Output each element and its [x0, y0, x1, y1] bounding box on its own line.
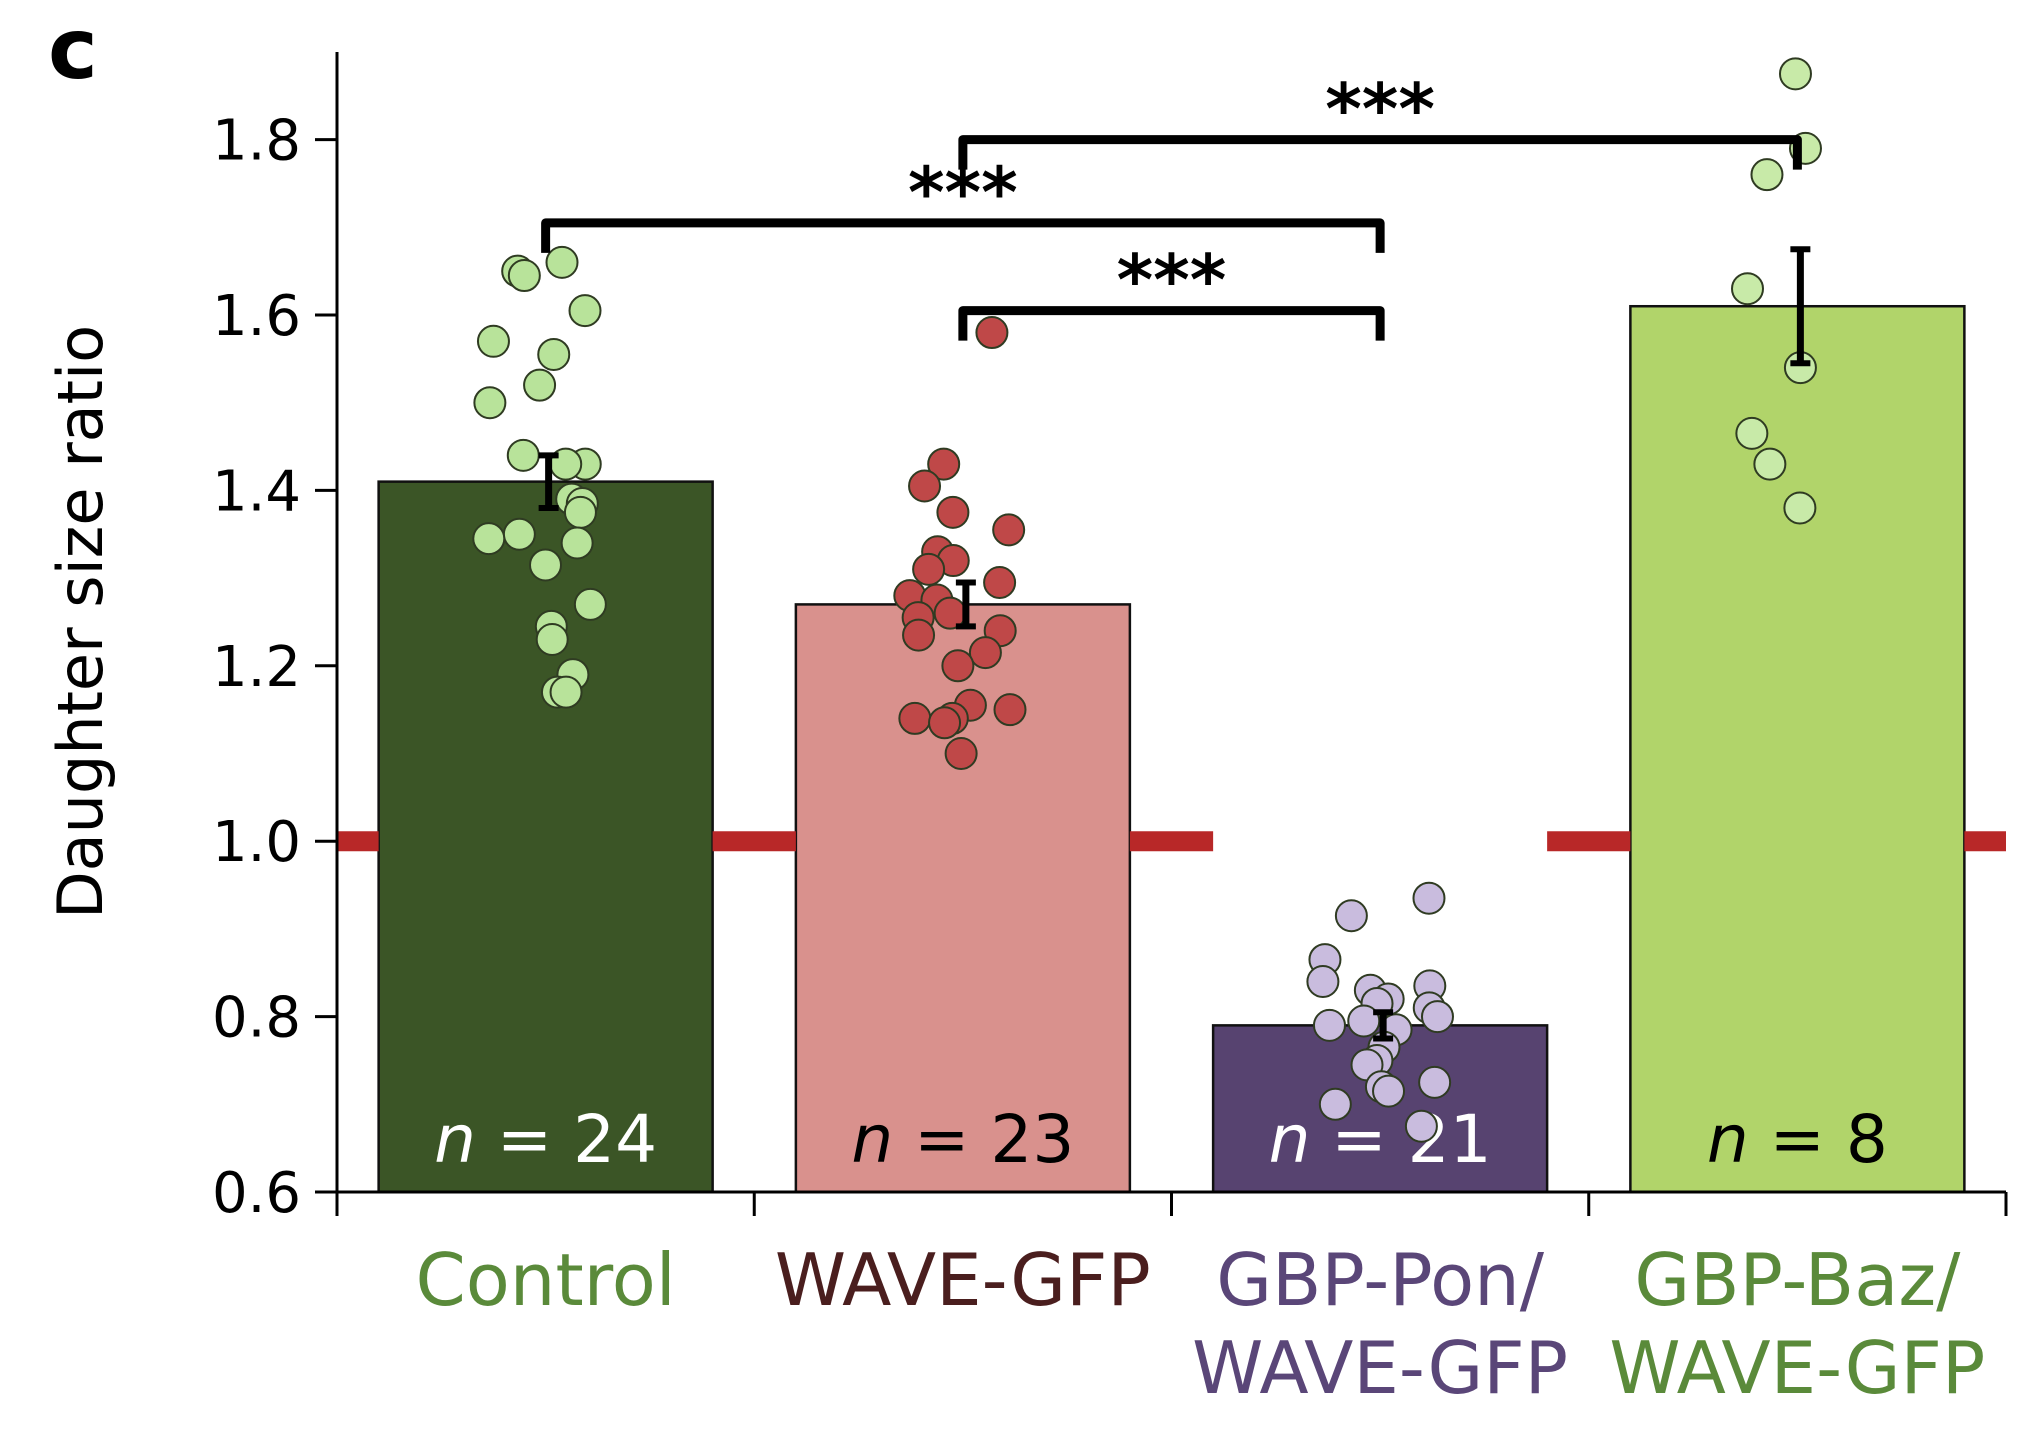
data-point — [502, 517, 536, 551]
data-point — [1420, 1000, 1454, 1034]
data-point — [573, 587, 607, 621]
y-tick-label: 1.0 — [212, 810, 301, 875]
y-tick-label: 1.4 — [212, 459, 301, 524]
data-point — [560, 526, 594, 560]
data-point — [975, 316, 1009, 350]
data-point — [507, 259, 541, 293]
data-point — [944, 737, 978, 770]
x-category-label: GBP-Baz/ — [1634, 1238, 1961, 1322]
plot-area: n = 24 n = 23 n = 21 n = 8 0.6 0.8 1.0 1.2 1.4 1.… — [44, 52, 2008, 1410]
significance-label: *** — [1325, 69, 1435, 151]
data-point — [1306, 965, 1340, 999]
data-point — [936, 495, 970, 529]
bar — [377, 480, 714, 1194]
data-point — [1418, 1065, 1452, 1099]
data-point — [1347, 1004, 1381, 1038]
y-tick-label: 0.6 — [212, 1161, 301, 1226]
y-axis-title: Daughter size ratio — [44, 325, 117, 919]
data-point — [472, 522, 506, 556]
data-point — [968, 636, 1002, 670]
data-point — [473, 386, 507, 420]
data-point — [523, 368, 557, 402]
x-category-label: WAVE-GFP — [775, 1238, 1151, 1322]
data-point — [537, 337, 571, 371]
significance-label: *** — [1117, 240, 1227, 322]
y-tick-label: 0.8 — [212, 986, 301, 1051]
data-point — [563, 495, 597, 529]
data-point — [529, 548, 563, 582]
data-point — [983, 565, 1017, 599]
data-point — [941, 649, 975, 683]
data-point — [902, 618, 936, 652]
y-tick-label: 1.8 — [212, 109, 301, 174]
x-category-label: WAVE-GFP — [1609, 1326, 1985, 1410]
data-point — [568, 294, 602, 328]
sample-size-label: n = 8 — [1707, 1101, 1888, 1178]
data-point — [927, 447, 961, 481]
x-category-label: WAVE-GFP — [1192, 1326, 1568, 1410]
data-point — [549, 675, 583, 709]
y-tick-label: 1.2 — [212, 635, 301, 700]
data-point — [506, 438, 540, 472]
data-point — [1753, 447, 1787, 481]
data-point — [1412, 881, 1446, 915]
data-point — [535, 622, 569, 656]
data-point — [1778, 57, 1812, 91]
data-point — [1735, 416, 1769, 450]
data-point — [1318, 1087, 1352, 1121]
data-point — [908, 469, 942, 503]
data-point — [898, 701, 932, 735]
data-point — [928, 706, 962, 740]
significance-bracket — [958, 306, 1385, 341]
data-point — [993, 693, 1027, 727]
data-point — [1730, 272, 1764, 306]
sample-size-label: n = 21 — [1269, 1101, 1492, 1178]
data-point — [1750, 158, 1784, 192]
data-point — [545, 245, 579, 279]
significance-bracket — [958, 135, 1802, 170]
sample-size-label: n = 24 — [434, 1101, 657, 1178]
data-point — [1334, 899, 1368, 933]
x-category-label: GBP-Pon/ — [1216, 1238, 1545, 1322]
bar — [1629, 304, 1966, 1194]
data-point — [1404, 1109, 1438, 1143]
data-point — [912, 552, 946, 586]
x-category-label: Control — [415, 1238, 675, 1322]
data-point — [476, 324, 510, 358]
sample-size-label: n = 23 — [851, 1101, 1074, 1178]
data-point — [992, 513, 1026, 547]
data-point — [1783, 491, 1817, 525]
data-point — [1372, 1074, 1406, 1108]
y-tick-label: 1.6 — [212, 284, 301, 349]
panel-label: c — [48, 0, 98, 98]
data-point — [1312, 1008, 1346, 1042]
significance-bracket — [541, 218, 1385, 253]
